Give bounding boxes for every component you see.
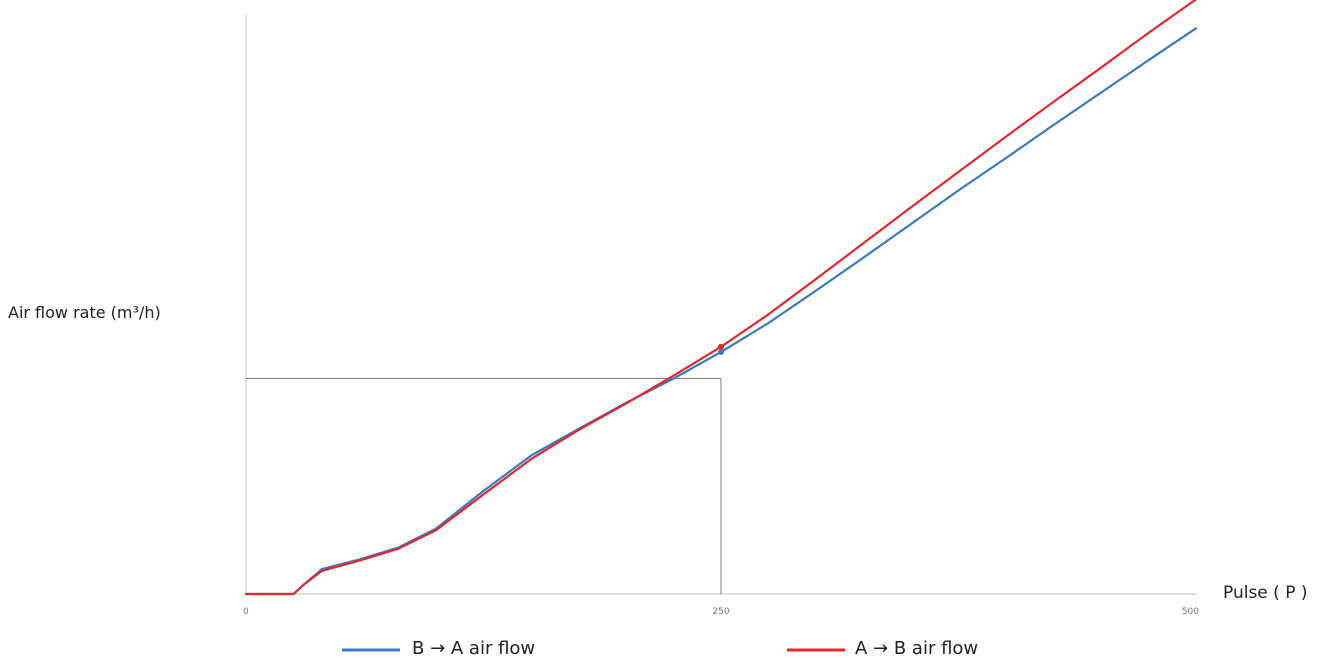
legend-item-b-to-a: B → A air flow: [342, 638, 535, 659]
x-axis-label: Pulse ( P ): [1223, 583, 1308, 603]
legend-item-a-to-b: A → B air flow: [787, 638, 978, 659]
series-line-0: [244, 27, 1198, 596]
series-line-1: [244, 0, 1197, 596]
legend-label-a-to-b: A → B air flow: [855, 638, 978, 659]
x-tick-labels: 0 250 500: [243, 607, 1199, 617]
series-point-1: [718, 343, 724, 350]
legend: B → A air flow A → B air flow: [342, 638, 978, 659]
legend-label-b-to-a: B → A air flow: [412, 638, 535, 659]
series-group: [244, 0, 1198, 596]
series-point-0: [718, 348, 724, 355]
x-tick-label: 250: [712, 607, 729, 617]
y-axis-label: Air flow rate (m³/h): [8, 303, 161, 322]
x-tick-label: 0: [243, 607, 249, 617]
x-tick-label: 500: [1182, 607, 1199, 617]
reference-lines: [246, 378, 722, 594]
